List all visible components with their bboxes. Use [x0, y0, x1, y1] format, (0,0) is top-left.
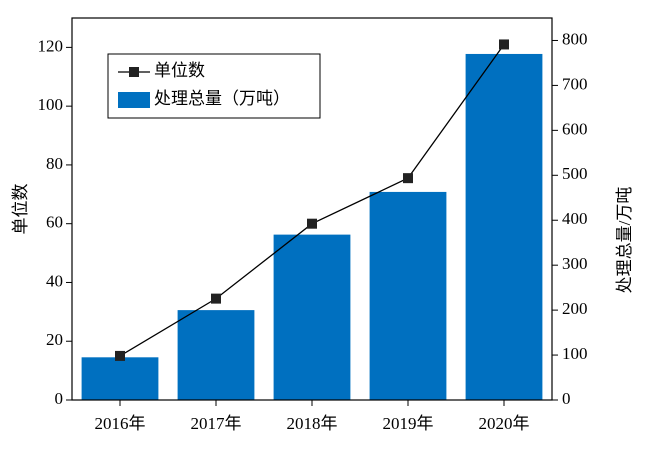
- bar: [177, 310, 255, 400]
- legend-box: [107, 53, 321, 119]
- marker: [211, 293, 221, 304]
- marker: [115, 350, 125, 361]
- y-tick-label: 80: [46, 154, 63, 173]
- x-tick-label: 2019年: [383, 414, 434, 433]
- y-tick-label: 100: [38, 95, 64, 114]
- bar: [273, 234, 351, 400]
- y2-tick-label: 100: [562, 344, 588, 363]
- y-tick-label: 60: [46, 213, 63, 232]
- bar: [369, 191, 447, 400]
- y2-tick-label: 500: [562, 164, 588, 183]
- y2-tick-label: 0: [562, 389, 571, 408]
- y2-tick-label: 600: [562, 119, 588, 138]
- y-tick-label: 40: [46, 271, 63, 290]
- marker: [499, 39, 509, 50]
- y2-tick-label: 300: [562, 254, 588, 273]
- y-axis-title: 单位数: [11, 184, 30, 235]
- y2-tick-label: 800: [562, 29, 588, 48]
- x-tick-label: 2020年: [479, 414, 530, 433]
- legend-swatch: [118, 92, 150, 108]
- legend-label: 处理总量（万吨）: [154, 89, 290, 108]
- legend-marker: [129, 67, 139, 77]
- y-tick-label: 120: [38, 36, 64, 55]
- x-tick-label: 2016年: [95, 414, 146, 433]
- y2-tick-label: 200: [562, 299, 588, 318]
- y2-tick-label: 400: [562, 209, 588, 228]
- marker: [307, 218, 317, 229]
- x-tick-label: 2018年: [287, 414, 338, 433]
- marker: [403, 173, 413, 184]
- bar: [81, 357, 159, 400]
- legend-label: 单位数: [154, 61, 205, 80]
- y-tick-label: 20: [46, 330, 63, 349]
- x-tick-label: 2017年: [191, 414, 242, 433]
- y-tick-label: 0: [55, 389, 64, 408]
- y2-axis-title: 处理总量/万吨: [615, 187, 634, 294]
- y2-tick-label: 700: [562, 74, 588, 93]
- bar: [465, 53, 543, 400]
